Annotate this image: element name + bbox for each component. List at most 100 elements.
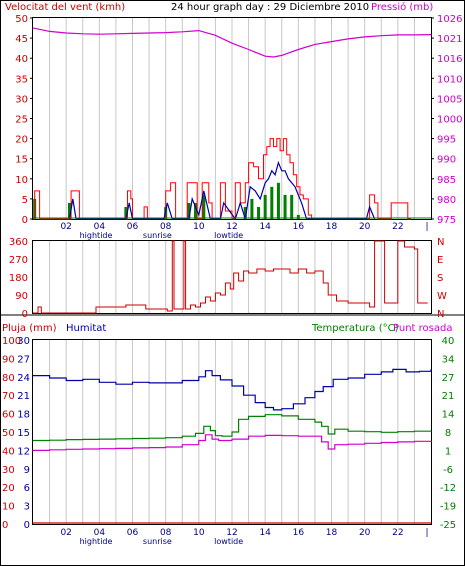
x-tick-bottom-04: 04: [94, 528, 106, 538]
x-tick-top-02: 02: [60, 222, 71, 232]
wind-speed-line: [68, 160, 376, 221]
rain-tick-60: 60: [2, 410, 15, 421]
humidity-tick-3: 3: [24, 502, 30, 513]
axes-layer: 02 04 06 08 10 12 14 16 18 20 22 |hightide sunrise lo…: [2, 14, 462, 546]
pressure-tick-1021: 1021: [437, 34, 462, 45]
event-top-lowtide: lowtide: [214, 231, 243, 240]
x-tick-bottom-08: 08: [160, 528, 172, 538]
wind-tick-25: 25: [15, 115, 28, 126]
rain-tick-20: 20: [2, 483, 15, 494]
temperature-tick--12: -12: [440, 483, 456, 494]
pressure-tick-1026: 1026: [437, 14, 462, 25]
temperature-tick-21: 21: [442, 391, 455, 402]
wind-average-bar-10: [202, 194, 206, 219]
humidity-tick-18: 18: [17, 410, 30, 421]
pressure-tick-1010: 1010: [437, 74, 462, 85]
wind-average-bar-13: [250, 198, 254, 219]
event-bottom-sunrise: sunrise: [143, 537, 172, 546]
x-tick-bottom-06: 06: [127, 528, 139, 538]
wind-tick-30: 30: [15, 94, 28, 105]
direction-tick-0: 0: [22, 309, 28, 320]
dewpoint-line: [33, 434, 432, 451]
x-tick-bottom-18: 18: [326, 528, 338, 538]
humidity-label: Humitat: [66, 323, 106, 334]
wind-average-bar-8: [187, 202, 191, 219]
pressure-tick-980: 980: [437, 195, 456, 206]
x-tick-bottom-16: 16: [293, 528, 305, 538]
x-tick-top-18: 18: [326, 222, 338, 232]
humidity-line: [33, 368, 432, 411]
humidity-tick-30: 30: [17, 336, 30, 347]
wind-tick-0: 0: [22, 215, 28, 226]
wind-average-bar-9: [194, 202, 198, 219]
dewpoint-label: Punt rosada: [393, 323, 452, 334]
compass-tick-2-S: S: [437, 273, 443, 284]
temperature-tick--6: -6: [443, 465, 453, 476]
wind-tick-20: 20: [15, 135, 28, 146]
wind-gust-line: [33, 138, 412, 220]
x-tick-top-10: 10: [193, 222, 205, 232]
temperature-tick-1: 1: [445, 446, 451, 457]
x-tick-top-14: 14: [259, 222, 271, 232]
wind-average-bar-12: [243, 206, 247, 219]
wind-tick-45: 45: [15, 34, 28, 45]
wind-tick-10: 10: [15, 175, 28, 186]
wind-average-bar-20: [296, 214, 300, 219]
wind-average-bar-17: [276, 182, 280, 219]
temperature-tick-34: 34: [442, 354, 455, 365]
direction-tick-90: 90: [15, 291, 28, 302]
x-tick-top-04: 04: [94, 222, 106, 232]
humidity-tick-0: 0: [24, 520, 30, 531]
series-layer: [32, 27, 432, 524]
compass-tick-1-E: E: [437, 255, 443, 266]
x-tick-bottom-10: 10: [193, 528, 205, 538]
x-tick-top-16: 16: [293, 222, 305, 232]
pressure-tick-990: 990: [437, 155, 456, 166]
x-tick-top-22: 22: [392, 222, 403, 232]
direction-tick-270: 270: [9, 255, 28, 266]
pressure-label: Pressió (mb): [371, 1, 433, 13]
rain-tick-100: 100: [2, 336, 21, 347]
rain-tick-70: 70: [2, 391, 15, 402]
direction-tick-180: 180: [9, 273, 28, 284]
humidity-tick-15: 15: [17, 428, 30, 439]
wind-average-bar-14: [257, 206, 261, 219]
wind-tick-35: 35: [15, 74, 28, 85]
pressure-tick-985: 985: [437, 175, 456, 186]
rain-tick-90: 90: [2, 354, 15, 365]
x-tick-bottom-end: |: [425, 528, 428, 538]
temperature-line: [33, 414, 432, 442]
x-tick-bottom-12: 12: [226, 528, 237, 538]
wind-average-bar-15: [263, 194, 267, 219]
rain-tick-50: 50: [2, 428, 15, 439]
x-tick-bottom-14: 14: [259, 528, 271, 538]
pressure-tick-1000: 1000: [437, 115, 462, 126]
temperature-tick-27: 27: [442, 373, 455, 384]
x-tick-bottom-22: 22: [392, 528, 403, 538]
wind-average-bar-4: [124, 206, 128, 219]
compass-tick-4-N: N: [437, 309, 444, 320]
direction-panel-frame: [32, 240, 432, 314]
pressure-tick-1016: 1016: [437, 54, 462, 65]
rain-tick-10: 10: [2, 502, 15, 513]
humidity-tick-27: 27: [17, 354, 30, 365]
x-tick-bottom-20: 20: [359, 528, 371, 538]
wind-average-bar-16: [270, 186, 274, 219]
wind-tick-50: 50: [15, 14, 28, 25]
wind-tick-5: 5: [22, 195, 28, 206]
grid-layer: [49, 18, 415, 524]
wind-average-bar-19: [290, 194, 294, 219]
pressure-tick-975: 975: [437, 215, 456, 226]
temperature-label: Temperatura (°C): [311, 323, 399, 334]
humidity-tick-9: 9: [24, 465, 30, 476]
compass-tick-3-W: W: [437, 291, 447, 302]
temperature-tick-40: 40: [442, 336, 455, 347]
temperature-tick-14: 14: [442, 410, 455, 421]
x-tick-top-20: 20: [359, 222, 371, 232]
rain-tick-40: 40: [2, 446, 15, 457]
wind-direction-line: [33, 240, 428, 314]
rain-tick-30: 30: [2, 465, 15, 476]
wind-tick-40: 40: [15, 54, 28, 65]
